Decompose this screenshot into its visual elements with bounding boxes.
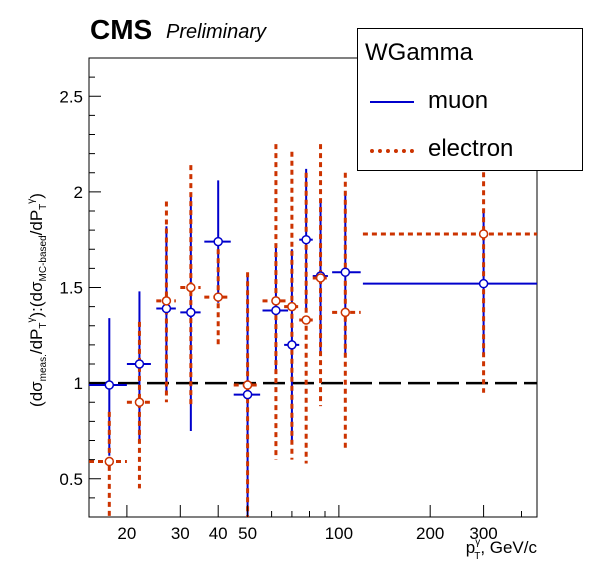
electron-point (301, 315, 311, 325)
muon-point (271, 305, 281, 316)
y-tick-label: 0.5 (59, 470, 83, 489)
x-axis-label: pγ T, GeV/c (466, 537, 538, 562)
x-tick-label: 30 (171, 524, 190, 543)
x-tick-label: 100 (325, 524, 353, 543)
axis-layer: 0.5 1 1.5 2 2.5 20 30 40 50 100 200 300 (59, 57, 522, 543)
y-axis-label: (dσmeas./dPTγ):(dσMC-based/dPTγ) (26, 193, 49, 407)
markers-muon (104, 234, 489, 400)
electron-point (186, 282, 196, 293)
x-tick-label: 50 (238, 524, 257, 543)
markers-electron (104, 229, 489, 467)
series-muon (89, 168, 537, 517)
x-tick-label: 300 (469, 524, 497, 543)
electron-point (340, 307, 351, 318)
electron-point (271, 296, 281, 306)
electron-point (134, 397, 145, 407)
x-tick-label: 200 (416, 524, 444, 543)
muon-point (287, 340, 297, 350)
legend-swatch-electron (370, 149, 414, 153)
y-tick-label: 1 (74, 374, 83, 393)
muon-point (161, 303, 172, 314)
y-tick-label: 2 (74, 183, 83, 202)
legend-label-muon: muon (428, 87, 489, 114)
electron-point (213, 292, 223, 302)
experiment-label: CMS (90, 14, 153, 45)
electron-point (315, 273, 326, 283)
y-tick-label: 2.5 (59, 87, 83, 106)
muon-point (478, 278, 489, 289)
legend-swatch-muon (370, 101, 414, 103)
muon-point (340, 267, 351, 277)
status-label: Preliminary (166, 21, 267, 43)
muon-point (104, 380, 115, 390)
muon-point (134, 359, 145, 369)
x-tick-label: 40 (209, 524, 228, 543)
legend: WGamma muon electron (357, 28, 583, 171)
electron-point (161, 296, 172, 306)
electron-point (104, 456, 115, 467)
muon-point (186, 307, 196, 318)
x-tick-label: 20 (117, 524, 136, 543)
muon-point (242, 389, 253, 400)
legend-title: WGamma (365, 39, 473, 66)
electron-point (478, 229, 489, 239)
electron-point (287, 301, 297, 312)
electron-point (242, 380, 253, 390)
y-tick-label: 1.5 (59, 279, 83, 298)
legend-label-electron: electron (428, 135, 514, 162)
muon-point (213, 236, 223, 247)
series-layer (89, 73, 537, 517)
muon-point (301, 234, 311, 245)
